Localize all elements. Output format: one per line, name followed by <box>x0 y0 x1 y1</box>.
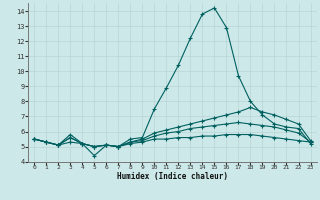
X-axis label: Humidex (Indice chaleur): Humidex (Indice chaleur) <box>117 172 228 181</box>
